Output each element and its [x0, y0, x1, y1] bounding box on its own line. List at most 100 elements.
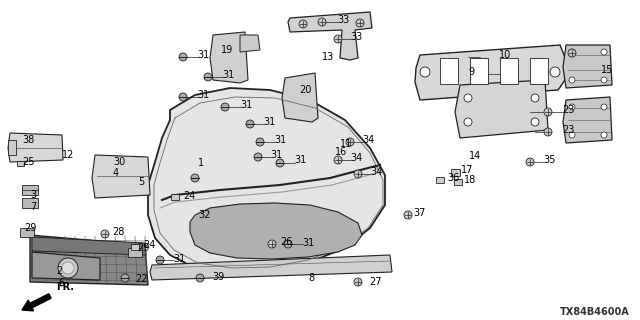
Circle shape [191, 174, 199, 182]
Text: 16: 16 [335, 147, 348, 157]
Bar [436, 177, 444, 183]
Text: 3: 3 [30, 190, 36, 200]
Polygon shape [190, 203, 362, 259]
Text: 29: 29 [137, 243, 149, 253]
Bar [530, 58, 548, 84]
Circle shape [334, 35, 342, 43]
Bar [440, 58, 458, 84]
Text: 31: 31 [294, 155, 307, 165]
Circle shape [354, 278, 362, 286]
Circle shape [544, 128, 552, 136]
Text: 33: 33 [350, 32, 362, 42]
Text: 24: 24 [183, 191, 195, 201]
Text: 23: 23 [562, 125, 574, 135]
Text: 36: 36 [447, 173, 460, 183]
Circle shape [354, 170, 362, 178]
Circle shape [299, 20, 307, 28]
FancyArrow shape [22, 294, 51, 311]
Text: 31: 31 [240, 100, 252, 110]
Circle shape [568, 49, 576, 57]
Circle shape [179, 93, 187, 101]
Circle shape [526, 158, 534, 166]
Text: 19: 19 [221, 45, 233, 55]
Text: FR.: FR. [56, 282, 74, 292]
Circle shape [276, 159, 284, 167]
Text: 31: 31 [274, 135, 286, 145]
Text: 38: 38 [22, 135, 35, 145]
Text: 8: 8 [308, 273, 314, 283]
Text: 24: 24 [143, 240, 156, 250]
Polygon shape [210, 32, 248, 83]
Bar [17, 161, 24, 166]
Circle shape [601, 49, 607, 55]
Circle shape [569, 49, 575, 55]
Text: 31: 31 [270, 150, 282, 160]
Circle shape [156, 256, 164, 264]
Circle shape [601, 104, 607, 110]
Circle shape [204, 73, 212, 81]
Text: 2: 2 [56, 266, 62, 276]
Text: 28: 28 [112, 227, 124, 237]
Text: 31: 31 [263, 117, 275, 127]
Polygon shape [563, 45, 612, 88]
Bar [22, 198, 38, 208]
Text: 39: 39 [212, 272, 224, 282]
Text: 29: 29 [24, 223, 36, 233]
Circle shape [121, 274, 129, 282]
Text: 22: 22 [135, 274, 147, 284]
Circle shape [569, 77, 575, 83]
Polygon shape [563, 97, 612, 143]
Text: 31: 31 [197, 50, 209, 60]
Circle shape [464, 94, 472, 102]
Text: 9: 9 [468, 67, 474, 77]
Circle shape [254, 153, 262, 161]
Polygon shape [30, 235, 148, 285]
Circle shape [221, 103, 229, 111]
Polygon shape [240, 35, 260, 52]
Polygon shape [92, 155, 150, 198]
Circle shape [601, 132, 607, 138]
Bar [22, 185, 38, 195]
Text: 5: 5 [138, 177, 144, 187]
Polygon shape [150, 255, 392, 280]
Text: 18: 18 [464, 175, 476, 185]
Bar [20, 228, 34, 237]
Bar [171, 194, 179, 200]
Text: 17: 17 [461, 165, 474, 175]
Polygon shape [455, 80, 548, 138]
Circle shape [256, 138, 264, 146]
Text: 12: 12 [62, 150, 74, 160]
Bar [454, 179, 462, 185]
Polygon shape [32, 237, 146, 255]
Circle shape [179, 53, 187, 61]
Text: 10: 10 [499, 50, 511, 60]
Circle shape [356, 19, 364, 27]
Polygon shape [8, 133, 63, 162]
Text: 31: 31 [302, 238, 314, 248]
Circle shape [404, 211, 412, 219]
Circle shape [420, 67, 430, 77]
Text: 11: 11 [340, 139, 352, 149]
Polygon shape [288, 12, 372, 60]
Bar [500, 58, 518, 84]
Text: 26: 26 [280, 237, 292, 247]
Circle shape [569, 104, 575, 110]
Circle shape [544, 108, 552, 116]
Circle shape [531, 94, 539, 102]
Text: 35: 35 [543, 155, 556, 165]
Polygon shape [282, 73, 318, 122]
Text: 30: 30 [113, 157, 125, 167]
Text: 1: 1 [198, 158, 204, 168]
Text: 25: 25 [22, 157, 35, 167]
Text: 31: 31 [222, 70, 234, 80]
Circle shape [550, 67, 560, 77]
Circle shape [346, 138, 354, 146]
Circle shape [531, 118, 539, 126]
Circle shape [58, 258, 78, 278]
Bar [451, 169, 460, 176]
Text: 32: 32 [198, 210, 211, 220]
Circle shape [464, 118, 472, 126]
Text: 34: 34 [350, 153, 362, 163]
Polygon shape [415, 45, 568, 100]
Text: 33: 33 [337, 15, 349, 25]
